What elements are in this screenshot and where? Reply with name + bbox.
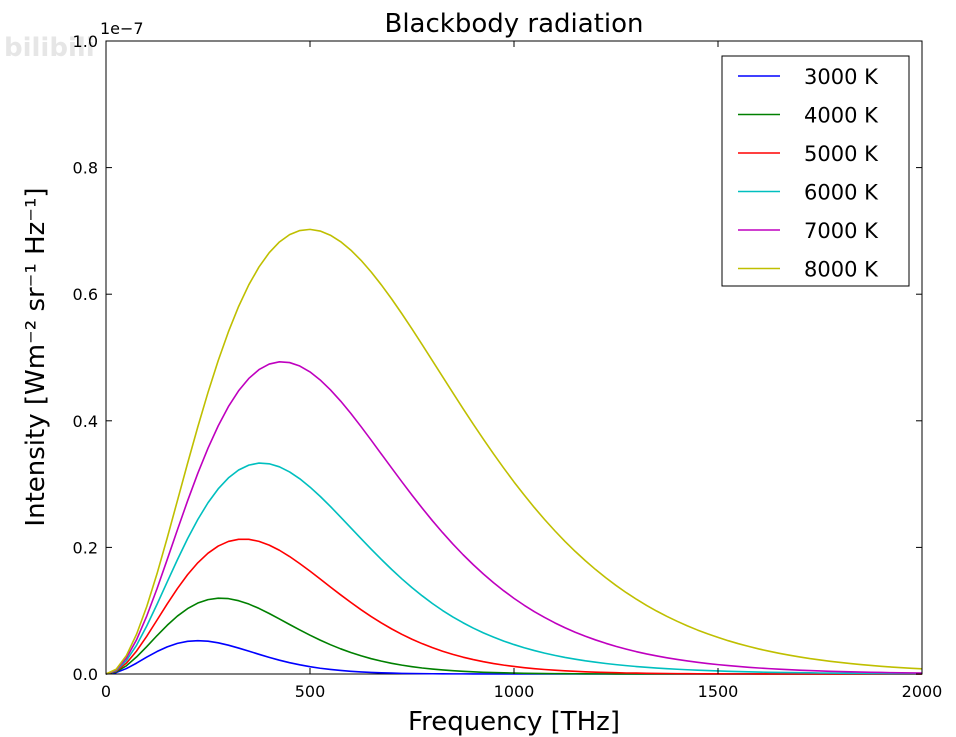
y-tick-label: 0.4 bbox=[73, 412, 98, 431]
legend-label: 6000 K bbox=[804, 181, 879, 205]
legend-label: 7000 K bbox=[804, 219, 879, 243]
legend-label: 5000 K bbox=[804, 142, 879, 166]
x-tick-label: 500 bbox=[295, 682, 326, 701]
watermark: bilibili bbox=[4, 33, 95, 63]
legend-items: 3000 K 4000 K 5000 K 6000 K 7000 K 8000 K bbox=[738, 65, 879, 282]
series-line-6000-k bbox=[105, 462, 923, 675]
x-ticks: 0 500 1000 1500 2000 bbox=[101, 41, 942, 701]
legend-label: 4000 K bbox=[804, 104, 879, 128]
y-tick-label: 0.0 bbox=[73, 665, 98, 684]
y-tick-label: 0.8 bbox=[73, 159, 98, 178]
legend-label: 3000 K bbox=[804, 65, 879, 89]
x-tick-label: 2000 bbox=[902, 682, 943, 701]
legend: 3000 K 4000 K 5000 K 6000 K 7000 K 8000 K bbox=[721, 55, 910, 287]
y-axis-label: Intensity [Wm⁻² sr⁻¹ Hz⁻¹] bbox=[21, 187, 51, 526]
x-tick-label: 1000 bbox=[494, 682, 535, 701]
series-line-5000-k bbox=[105, 538, 922, 675]
y-tick-label: 0.6 bbox=[73, 285, 98, 304]
legend-box bbox=[721, 55, 910, 287]
series-line-8000-k bbox=[105, 228, 923, 675]
chart-title: Blackbody radiation bbox=[385, 9, 644, 39]
x-tick-label: 1500 bbox=[698, 682, 739, 701]
y-tick-label: 0.2 bbox=[73, 538, 98, 557]
y-offset-text: 1e−7 bbox=[100, 19, 144, 38]
legend-label: 8000 K bbox=[804, 258, 879, 282]
x-axis-label: Frequency [THz] bbox=[408, 707, 620, 737]
y-tick-label: 1.0 bbox=[73, 32, 98, 51]
series-line-7000-k bbox=[105, 360, 923, 675]
x-tick-label: 0 bbox=[101, 682, 111, 701]
y-ticks: 0.0 0.2 0.4 0.6 0.8 1.0 bbox=[73, 32, 922, 684]
